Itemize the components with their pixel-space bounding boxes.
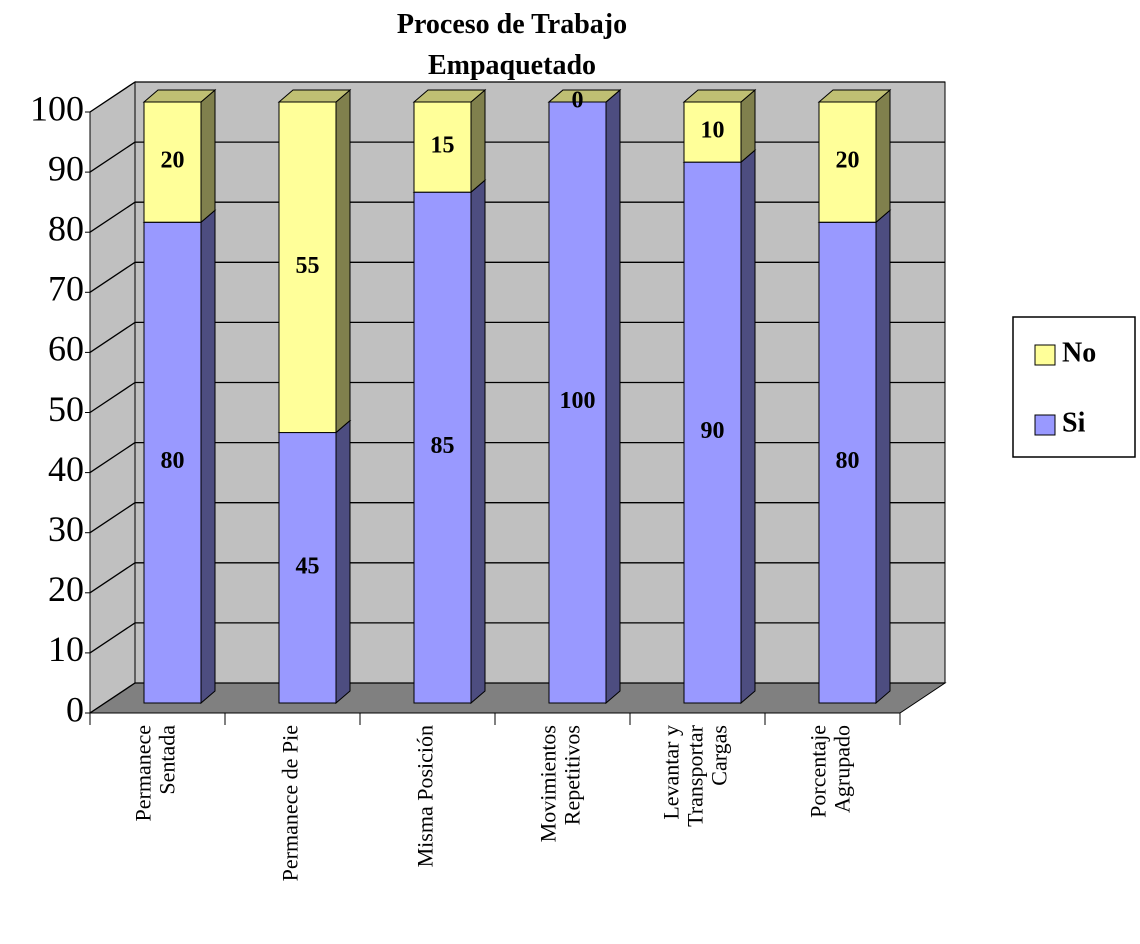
data-label: 20 — [836, 148, 860, 174]
legend-swatch — [1034, 414, 1056, 436]
data-label: 15 — [431, 133, 455, 159]
bar-top — [142, 89, 217, 103]
x-tick-label: PorcentajeAgrupado — [806, 725, 855, 818]
bar-side — [875, 209, 891, 705]
grid-line — [89, 141, 136, 173]
y-tick-label: 90 — [48, 148, 84, 188]
chart-title: Proceso de Trabajo Empaquetado — [397, 9, 627, 81]
grid-line — [89, 321, 136, 353]
bar-side — [470, 88, 486, 194]
data-label: 55 — [296, 253, 320, 279]
legend-swatch — [1034, 344, 1056, 366]
y-tick-label: 10 — [48, 629, 84, 669]
grid-line — [89, 502, 136, 534]
grid-line — [89, 442, 136, 474]
data-label: 85 — [431, 433, 455, 459]
legend-label: No — [1062, 337, 1096, 368]
data-label: 0 — [572, 88, 584, 114]
data-label: 80 — [161, 448, 185, 474]
data-label: 90 — [701, 418, 725, 444]
bar-segment — [548, 101, 607, 704]
grid-line — [89, 381, 136, 414]
bar-side — [740, 149, 756, 705]
bar-segment — [278, 432, 337, 704]
bar-side — [335, 419, 351, 705]
bar-side — [875, 88, 891, 224]
bar-side — [200, 209, 216, 705]
y-tick-label: 40 — [48, 449, 84, 489]
grid-line — [89, 81, 136, 113]
y-tick-label: 70 — [48, 269, 84, 309]
bar-segment — [818, 221, 877, 704]
floor — [88, 682, 947, 714]
data-label: 10 — [701, 118, 725, 144]
bar-top — [547, 89, 622, 103]
bar-segment — [413, 101, 472, 193]
bar-segment — [143, 101, 202, 223]
bar-top — [277, 89, 352, 103]
bar-side — [335, 88, 351, 434]
grid-line — [89, 261, 136, 293]
y-tick-label: 100 — [30, 88, 84, 128]
x-tick-label: Levantar yTransportarCargas — [659, 724, 732, 827]
y-tick-label: 0 — [66, 689, 84, 729]
bar-side — [470, 179, 486, 705]
grid-line — [89, 201, 136, 233]
x-tick-label: PermaneceSentada — [131, 725, 180, 822]
x-tick-label: Misma Posición — [413, 725, 438, 867]
bar-top — [412, 89, 487, 103]
bar-segment — [413, 191, 472, 704]
x-tick-label: MovimientosRepetitivos — [536, 725, 585, 842]
y-tick-label: 60 — [48, 329, 84, 369]
bar-side — [200, 88, 216, 224]
data-label: 100 — [560, 388, 596, 414]
bar-segment — [818, 101, 877, 223]
y-tick-label: 30 — [48, 509, 84, 549]
bar-side — [605, 88, 621, 705]
legend-box — [1012, 316, 1136, 458]
bar-top — [817, 89, 892, 103]
y-tick-label: 20 — [48, 569, 84, 609]
bar-segment — [278, 101, 337, 434]
x-tick-label: Permanece de Pie — [278, 725, 303, 881]
y-tick-label: 50 — [48, 389, 84, 429]
data-label: 80 — [836, 448, 860, 474]
legend-label: Si — [1062, 407, 1086, 438]
grid-line — [89, 622, 136, 654]
data-label: 45 — [296, 553, 320, 579]
y-tick-label: 80 — [48, 208, 84, 248]
data-label: 20 — [161, 148, 185, 174]
bar-top — [682, 89, 757, 103]
grid-line — [89, 682, 136, 714]
bar-segment — [143, 221, 202, 704]
grid-line — [89, 562, 136, 594]
bar-segment — [683, 161, 742, 704]
